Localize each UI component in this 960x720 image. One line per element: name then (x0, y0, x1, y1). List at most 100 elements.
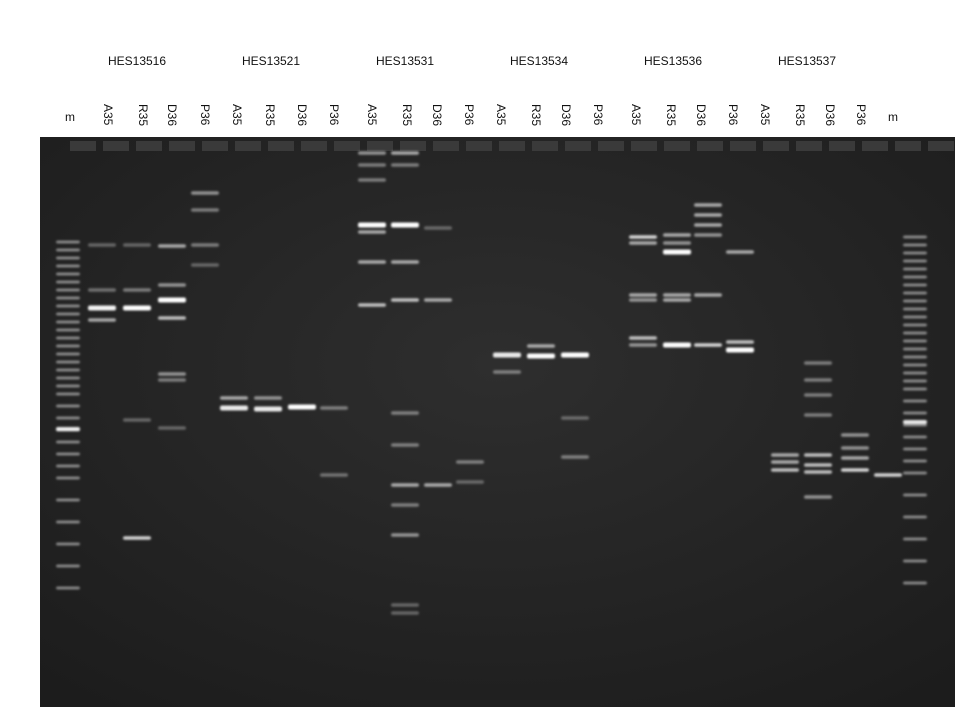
gel-well (268, 141, 294, 151)
group-label: HES13534 (509, 54, 569, 68)
gel-band (254, 396, 282, 400)
gel-band (804, 495, 832, 499)
lane-label: m (65, 110, 75, 124)
gel-well (400, 141, 426, 151)
gel-band (903, 537, 927, 541)
gel-band (771, 460, 799, 464)
gel-well (631, 141, 657, 151)
gel-well (70, 141, 96, 151)
lane-label: R35 (529, 104, 543, 127)
gel-band (424, 298, 452, 302)
gel-band (663, 298, 691, 302)
gel-band (903, 581, 927, 585)
gel-band (771, 468, 799, 472)
gel-band (694, 213, 722, 217)
gel-band (56, 564, 80, 568)
gel-band (56, 392, 80, 396)
gel-band (56, 272, 80, 276)
gel-well (928, 141, 954, 151)
lane-label: D36 (165, 104, 179, 127)
gel-band (391, 163, 419, 167)
lane-label: D36 (295, 104, 309, 127)
gel-band (804, 378, 832, 382)
gel-band (358, 163, 386, 167)
gel-background (40, 137, 955, 707)
gel-band (804, 453, 832, 457)
gel-band (629, 336, 657, 340)
gel-band (56, 248, 80, 252)
gel-band (56, 320, 80, 324)
gel-band (903, 299, 927, 303)
gel-band (56, 384, 80, 388)
lane-label: A35 (629, 104, 643, 126)
gel-band (456, 460, 484, 464)
gel-band (903, 267, 927, 271)
gel-band (694, 293, 722, 297)
lane-label: R35 (793, 104, 807, 127)
gel-band (903, 307, 927, 311)
gel-band (56, 416, 80, 420)
gel-band (903, 379, 927, 383)
gel-well (763, 141, 789, 151)
gel-band (804, 413, 832, 417)
gel-band (527, 353, 555, 359)
gel-band (903, 387, 927, 391)
gel-band (88, 305, 116, 311)
gel-band (220, 405, 248, 411)
gel-band (123, 536, 151, 540)
gel-band (493, 352, 521, 358)
gel-band (56, 476, 80, 480)
gel-band (56, 288, 80, 292)
gel-band (158, 372, 186, 376)
gel-band (903, 435, 927, 439)
gel-band (903, 243, 927, 247)
lane-label: D36 (823, 104, 837, 127)
gel-well (862, 141, 888, 151)
gel-band (123, 243, 151, 247)
gel-band (903, 251, 927, 255)
gel-band (456, 480, 484, 484)
gel-band (903, 235, 927, 239)
gel-band (123, 305, 151, 311)
gel-well (301, 141, 327, 151)
gel-band (629, 298, 657, 302)
gel-band (903, 420, 927, 424)
gel-band (903, 291, 927, 295)
gel-band (358, 260, 386, 264)
lane-label: A35 (758, 104, 772, 126)
lane-label: D36 (430, 104, 444, 127)
gel-well (367, 141, 393, 151)
gel-band (191, 243, 219, 247)
gel-well (499, 141, 525, 151)
lane-label: P36 (854, 104, 868, 126)
gel-band (158, 283, 186, 287)
gel-band (424, 226, 452, 230)
gel-band (629, 235, 657, 239)
gel-band (903, 339, 927, 343)
gel-band (56, 304, 80, 308)
gel-band (56, 452, 80, 456)
gel-band (391, 611, 419, 615)
gel-band (88, 318, 116, 322)
gel-band (56, 280, 80, 284)
gel-band (663, 293, 691, 297)
lane-label: R35 (263, 104, 277, 127)
gel-band (663, 249, 691, 255)
lane-label: P36 (726, 104, 740, 126)
gel-band (56, 542, 80, 546)
gel-band (424, 483, 452, 487)
gel-band (56, 440, 80, 444)
gel-band (903, 275, 927, 279)
gel-band (123, 288, 151, 292)
gel-well (796, 141, 822, 151)
gel-band (903, 559, 927, 563)
gel-band (629, 241, 657, 245)
lane-label: A35 (101, 104, 115, 126)
gel-band (841, 468, 869, 472)
gel-band (903, 423, 927, 427)
gel-well (532, 141, 558, 151)
gel-well (334, 141, 360, 151)
gel-band (841, 446, 869, 450)
gel-band (320, 406, 348, 410)
gel-band (158, 297, 186, 303)
